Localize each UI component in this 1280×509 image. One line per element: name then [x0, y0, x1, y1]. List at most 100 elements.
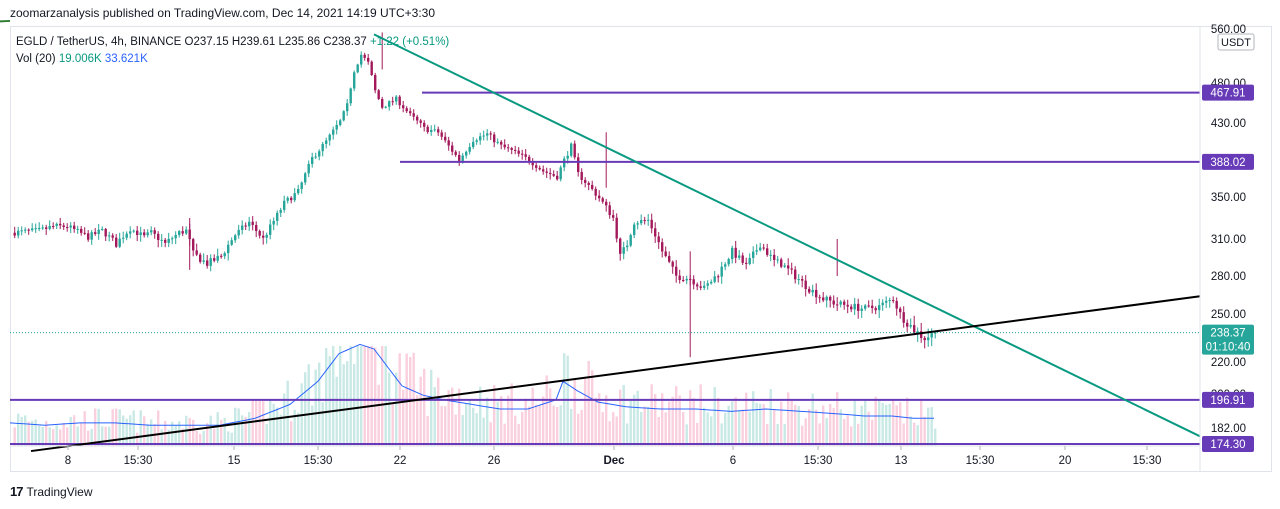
candle — [454, 151, 457, 155]
candle — [699, 286, 702, 288]
candle — [836, 304, 839, 306]
volume-bar — [213, 428, 216, 446]
volume-bar — [332, 346, 335, 446]
candle — [717, 276, 720, 278]
candle — [38, 228, 41, 230]
candle — [822, 297, 825, 301]
price-tick-label: 182.00 — [1211, 423, 1246, 435]
candle — [405, 108, 408, 112]
legend-symbol[interactable]: EGLD / TetherUS, 4h, BINANCE — [16, 36, 182, 48]
volume-bar — [871, 419, 874, 446]
level-price-badge — [1202, 84, 1254, 101]
candle — [902, 312, 905, 323]
legend-vol-ma: 33.621K — [104, 53, 148, 65]
candle — [832, 300, 835, 305]
volume-bar — [118, 409, 121, 446]
candle — [878, 305, 881, 311]
candle — [206, 260, 209, 266]
price-tick-label: 310.00 — [1211, 234, 1246, 246]
candle — [843, 301, 846, 305]
candle — [703, 285, 706, 288]
candle — [349, 88, 352, 104]
time-tick-label: 26 — [488, 455, 501, 467]
candle — [794, 269, 797, 280]
candle — [255, 224, 258, 231]
candle — [104, 228, 107, 237]
candle — [738, 255, 741, 258]
candle — [83, 232, 86, 234]
axis-labels: 467.91 388.02 196.91 174.30 238.37 01:10:40 — [1202, 84, 1254, 452]
volume-bar — [920, 398, 923, 446]
legend-change: +1.22 (+0.51%) — [369, 36, 450, 48]
volume-bar — [486, 397, 489, 446]
candle — [241, 225, 244, 230]
volume-bar — [930, 407, 933, 446]
volume-bar — [846, 415, 849, 446]
volume-bar — [692, 398, 695, 446]
candle — [433, 129, 436, 131]
candle — [857, 303, 860, 311]
volume-bar — [318, 362, 321, 446]
volume-bar — [762, 404, 765, 446]
volume-bar — [783, 423, 786, 446]
volume-bars — [13, 346, 937, 446]
volume-bar — [202, 430, 205, 446]
volume-bar — [766, 423, 769, 446]
candle — [598, 195, 601, 199]
candle — [514, 149, 517, 151]
legend-vol-label[interactable]: Vol (20) — [16, 53, 56, 65]
candle — [129, 231, 132, 234]
candle — [808, 288, 811, 293]
price-tick-label: 280.00 — [1211, 271, 1246, 283]
candle — [724, 264, 727, 267]
volume-bar — [346, 361, 349, 446]
volume-bar — [328, 356, 331, 446]
candle — [601, 198, 604, 202]
volume-bar — [69, 416, 72, 446]
candle — [825, 296, 828, 301]
volume-bar — [24, 415, 27, 446]
volume-bar — [258, 400, 261, 446]
time-tick-label: 15:30 — [804, 455, 833, 467]
volume-bar — [38, 425, 41, 446]
chart-frame[interactable] — [10, 26, 1272, 472]
candle — [671, 261, 674, 267]
volume-bar — [465, 403, 468, 446]
volume-bar — [108, 426, 111, 446]
volume-bar — [55, 425, 58, 446]
volume-bar — [52, 429, 55, 446]
volume-bar — [479, 386, 482, 446]
volume-bar — [825, 417, 828, 446]
volume-bar — [584, 376, 587, 446]
candle — [223, 253, 226, 257]
volume-bar — [514, 415, 517, 446]
volume-bar — [776, 424, 779, 446]
volume-bar — [829, 403, 832, 446]
candle — [178, 231, 181, 235]
price-tick-label: 350.00 — [1211, 192, 1246, 204]
volume-bar — [290, 421, 293, 446]
volume-bar — [66, 427, 69, 446]
candle — [332, 129, 335, 135]
candle — [55, 223, 58, 227]
candle — [346, 103, 349, 112]
candle — [451, 145, 454, 152]
candle — [629, 235, 632, 246]
volume-bar — [727, 405, 730, 446]
candle — [164, 239, 167, 243]
volume-bar — [293, 409, 296, 446]
candle — [493, 134, 496, 143]
candle — [377, 90, 380, 100]
volume-bar — [31, 420, 34, 446]
candle — [521, 153, 524, 155]
footer-brand[interactable]: 17 TradingView — [10, 484, 93, 499]
volume-bar — [192, 419, 195, 446]
volume-bar — [423, 368, 426, 446]
price-tick-label: 430.00 — [1211, 118, 1246, 130]
volume-bar — [402, 389, 405, 446]
volume-bar — [17, 413, 20, 446]
volume-bar — [430, 369, 433, 446]
volume-bar — [769, 389, 772, 446]
candle — [171, 238, 174, 240]
